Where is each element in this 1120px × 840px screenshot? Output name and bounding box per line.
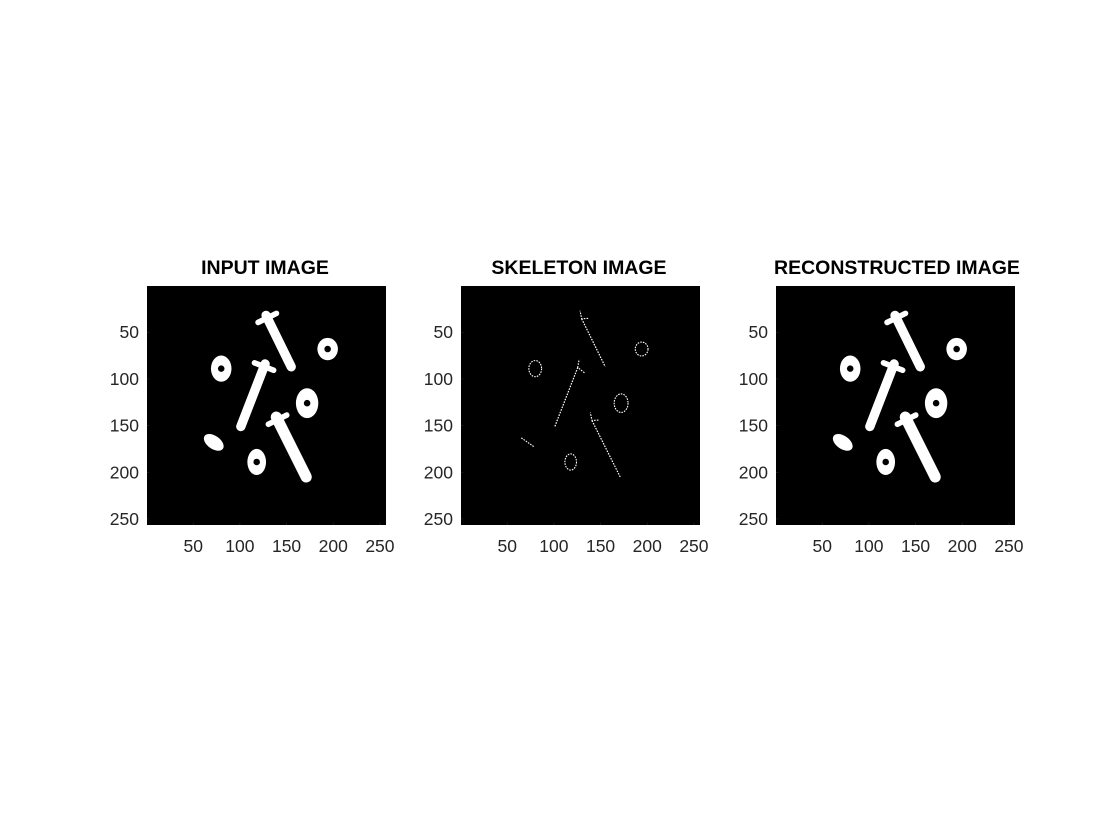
bolt-middle-head xyxy=(880,360,906,374)
bolt-top-head xyxy=(255,310,280,326)
bolt-middle-skeleton xyxy=(554,367,579,427)
y-tick-label: 100 xyxy=(739,369,768,389)
y-tick-label: 100 xyxy=(424,369,453,389)
ring-left-hole xyxy=(217,365,225,372)
axis-ticks: 50 100 150 200 250 50 100 150 200 250 xyxy=(424,322,709,556)
x-tick-label: 50 xyxy=(183,536,203,556)
x-tick-label: 200 xyxy=(948,536,977,556)
axis-ticks: 50 100 150 200 250 50 100 150 200 250 xyxy=(739,322,1024,556)
bolt-top-skeleton xyxy=(581,318,606,368)
reconstructed-image-axes: 50 100 150 200 250 50 100 150 200 250 xyxy=(739,286,1024,556)
y-tick-label: 50 xyxy=(120,322,140,342)
y-tick-label: 250 xyxy=(424,509,453,529)
y-tick-label: 200 xyxy=(110,462,139,482)
x-tick-label: 100 xyxy=(539,536,568,556)
bolt-top-shaft xyxy=(890,310,925,372)
y-tick-label: 150 xyxy=(110,416,139,436)
panel-title: INPUT IMAGE xyxy=(201,257,329,279)
bolt-bottom-shaft xyxy=(270,411,312,483)
image-content xyxy=(832,310,967,483)
bolt-bottom-head xyxy=(894,412,919,428)
bolt-middle-shaft xyxy=(865,359,899,432)
x-tick-label: 250 xyxy=(994,536,1023,556)
x-tick-label: 250 xyxy=(679,536,708,556)
bolt-bottom-head xyxy=(265,412,290,428)
y-tick-label: 250 xyxy=(110,509,139,529)
y-tick-label: 100 xyxy=(110,369,139,389)
bolt-middle-head xyxy=(251,360,277,374)
bolt-top-head-skeleton xyxy=(579,310,589,320)
ring-bottom-hole xyxy=(253,458,260,466)
image-content xyxy=(521,310,649,478)
ring-left-hole xyxy=(846,365,854,372)
ring-top-right-skeleton xyxy=(634,341,649,357)
axis-ticks: 50 100 150 200 250 50 100 150 200 250 xyxy=(110,322,395,556)
ring-right-hole xyxy=(303,399,311,407)
y-tick-label: 150 xyxy=(739,416,768,436)
y-tick-label: 50 xyxy=(434,322,454,342)
y-tick-label: 200 xyxy=(739,462,768,482)
bolt-top-shaft xyxy=(261,310,296,372)
y-tick-label: 50 xyxy=(749,322,769,342)
ring-top-right-hole xyxy=(324,345,331,353)
ring-right-hole xyxy=(932,399,940,407)
x-tick-label: 150 xyxy=(272,536,301,556)
bolt-middle-shaft xyxy=(236,359,270,432)
panel-title: RECONSTRUCTED IMAGE xyxy=(774,257,1020,279)
y-tick-label: 200 xyxy=(424,462,453,482)
x-tick-label: 50 xyxy=(812,536,832,556)
bolt-bottom-shaft xyxy=(899,411,941,483)
ring-top-right-hole xyxy=(953,345,960,353)
skeleton-image-axes: 50 100 150 200 250 50 100 150 200 250 xyxy=(424,286,709,556)
ring-left-skeleton xyxy=(528,359,543,378)
input-image-panel: 50 100 150 200 250 50 100 150 200 250 INPUT IMAGE xyxy=(95,255,415,575)
x-tick-label: 250 xyxy=(365,536,394,556)
x-tick-label: 50 xyxy=(497,536,517,556)
y-tick-label: 150 xyxy=(424,416,453,436)
x-tick-label: 100 xyxy=(225,536,254,556)
bolt-middle-head-skeleton xyxy=(577,359,585,374)
bolt-bottom-head-skeleton xyxy=(589,412,599,422)
ring-bottom-hole xyxy=(882,458,889,466)
blob-left xyxy=(203,434,224,451)
ring-bottom-skeleton xyxy=(564,453,578,471)
x-tick-label: 200 xyxy=(319,536,348,556)
panel-title: SKELETON IMAGE xyxy=(491,257,667,279)
x-tick-label: 100 xyxy=(854,536,883,556)
x-tick-label: 200 xyxy=(633,536,662,556)
reconstructed-image-panel: 50 100 150 200 250 50 100 150 200 250 RECONSTRUCT… xyxy=(724,255,1044,575)
ring-right-skeleton xyxy=(613,393,629,413)
image-content xyxy=(203,310,338,483)
blob-left xyxy=(832,434,853,451)
image-area xyxy=(461,286,700,525)
skeleton-image-panel: 50 100 150 200 250 50 100 150 200 250 SKELETON IM… xyxy=(409,255,729,575)
x-tick-label: 150 xyxy=(901,536,930,556)
y-tick-label: 250 xyxy=(739,509,768,529)
bolt-top-head xyxy=(884,310,909,326)
bolt-bottom-skeleton xyxy=(591,420,621,478)
input-image-axes: 50 100 150 200 250 50 100 150 200 250 xyxy=(110,286,395,556)
x-tick-label: 150 xyxy=(586,536,615,556)
